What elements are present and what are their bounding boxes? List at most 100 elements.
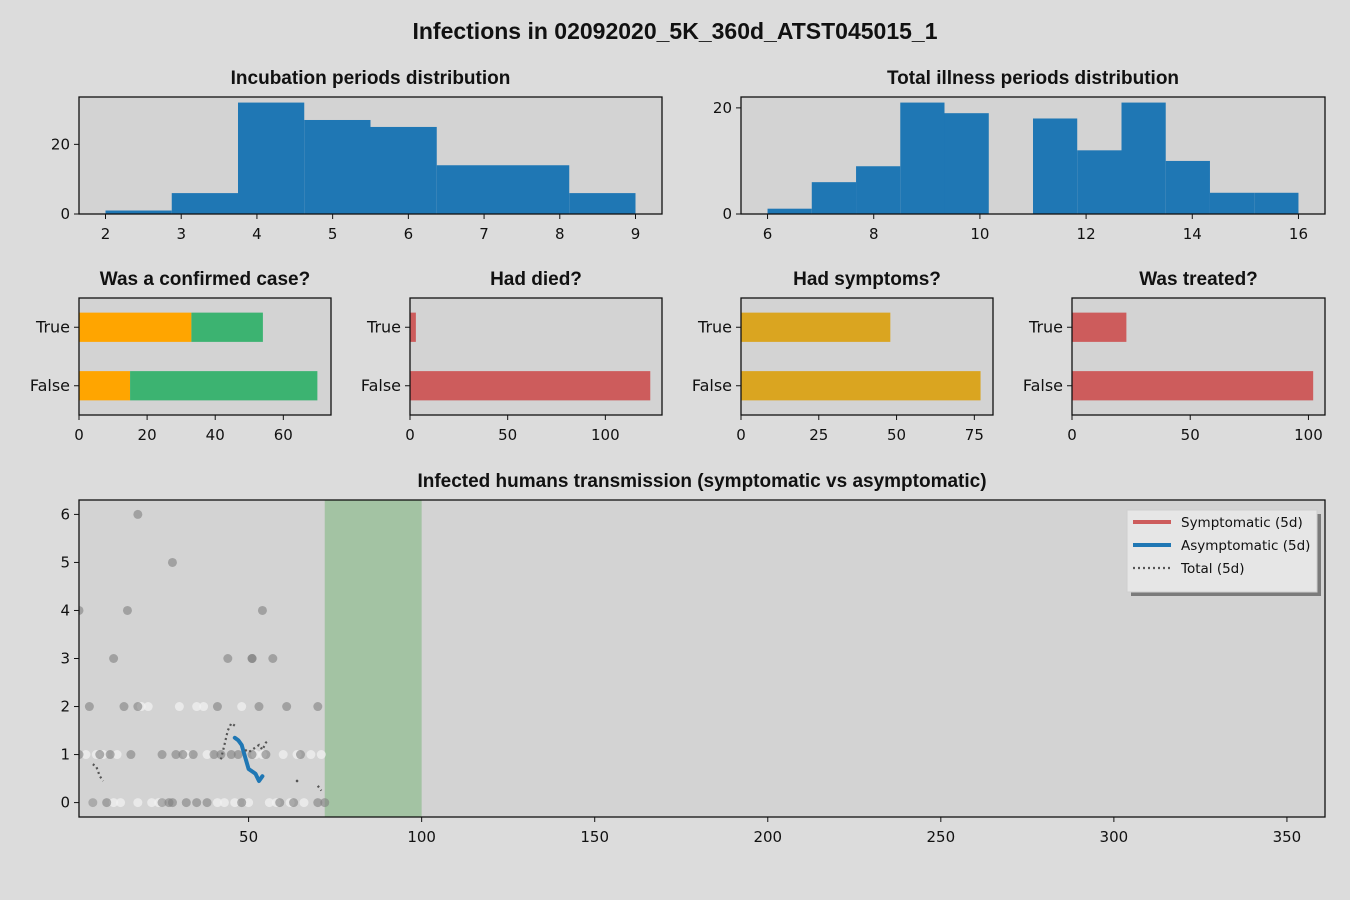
symptoms-bar-false bbox=[741, 371, 981, 401]
transmission-ytick-label: 0 bbox=[60, 794, 70, 812]
transmission-asymptomatic-point bbox=[143, 702, 153, 712]
transmission-legend: Symptomatic (5d) Asymptomatic (5d) Total (… bbox=[1126, 509, 1321, 596]
symptoms-category-label: False bbox=[692, 376, 732, 395]
illness-bar bbox=[900, 102, 945, 214]
transmission-symptomatic-point bbox=[181, 798, 191, 808]
died-bar-true bbox=[410, 312, 416, 342]
illness-bar bbox=[767, 208, 812, 214]
transmission-ytick-label: 1 bbox=[60, 746, 70, 764]
incubation-axes-frame bbox=[78, 96, 663, 215]
confirmed-title: Was a confirmed case? bbox=[100, 269, 310, 290]
transmission-symptomatic-point bbox=[289, 798, 299, 808]
transmission-symptomatic-point bbox=[102, 798, 112, 808]
illness-bar bbox=[1077, 150, 1122, 214]
transmission-symptomatic-point bbox=[226, 750, 236, 760]
died-bar-false bbox=[410, 371, 651, 401]
symptoms-xtick-label: 0 bbox=[736, 426, 746, 444]
confirmed-xtick-label: 60 bbox=[274, 426, 293, 444]
incubation-xtick-label: 5 bbox=[328, 225, 338, 243]
illness-xtick-label: 14 bbox=[1183, 225, 1202, 243]
transmission-asymptomatic-point bbox=[278, 750, 288, 760]
transmission-symptomatic-point bbox=[79, 750, 84, 760]
transmission-xtick-label: 100 bbox=[407, 828, 436, 846]
transmission-symptomatic-point bbox=[313, 702, 323, 712]
illness-bar bbox=[944, 113, 989, 214]
transmission-ytick-label: 4 bbox=[60, 601, 70, 619]
treated-xtick-label: 100 bbox=[1294, 426, 1323, 444]
incubation-ytick-label: 0 bbox=[60, 205, 70, 223]
transmission-symptomatic-point bbox=[254, 702, 264, 712]
transmission-asymptomatic-point bbox=[212, 798, 222, 808]
transmission-symptomatic-point bbox=[167, 557, 177, 567]
incubation-title: Incubation periods distribution bbox=[231, 68, 511, 89]
transmission-asymptomatic-point bbox=[219, 798, 229, 808]
transmission-symptomatic-point bbox=[122, 605, 132, 615]
transmission-asymptomatic-point bbox=[299, 798, 309, 808]
transmission-asymptomatic-point bbox=[116, 798, 126, 808]
illness-bar bbox=[1033, 118, 1078, 214]
confirmed-bar-true bbox=[79, 312, 192, 342]
treated-bar-false bbox=[1072, 371, 1314, 401]
transmission-asymptomatic-point bbox=[133, 798, 143, 808]
incubation-bar bbox=[569, 193, 636, 214]
transmission-symptomatic-point bbox=[126, 750, 136, 760]
incubation-chart: Incubation periods distribution 2 3 4 5 6 7 8 9 0… bbox=[51, 68, 663, 243]
illness-bar bbox=[1209, 192, 1255, 214]
transmission-xtick-label: 150 bbox=[580, 828, 609, 846]
legend-label-0: Symptomatic (5d) bbox=[1181, 515, 1303, 531]
confirmed-xtick-label: 20 bbox=[138, 426, 157, 444]
incubation-xtick-label: 4 bbox=[252, 225, 262, 243]
incubation-ytick-label: 20 bbox=[51, 135, 70, 153]
incubation-xtick-label: 6 bbox=[404, 225, 414, 243]
confirmed-xtick-label: 40 bbox=[206, 426, 225, 444]
transmission-symptomatic-point bbox=[216, 750, 226, 760]
transmission-symptomatic-point bbox=[157, 750, 167, 760]
incubation-xtick-label: 3 bbox=[176, 225, 186, 243]
transmission-xtick-label: 200 bbox=[753, 828, 782, 846]
transmission-symptomatic-point bbox=[209, 750, 219, 760]
illness-title: Total illness periods distribution bbox=[887, 68, 1179, 89]
transmission-asymptomatic-point bbox=[199, 702, 209, 712]
incubation-bar bbox=[370, 126, 437, 214]
transmission-symptomatic-point bbox=[133, 509, 143, 519]
confirmed-bar-false bbox=[79, 371, 131, 401]
transmission-asymptomatic-point bbox=[109, 798, 119, 808]
transmission-series-2-line bbox=[295, 779, 299, 783]
incubation-xtick-label: 2 bbox=[101, 225, 111, 243]
transmission-asymptomatic-point bbox=[306, 750, 316, 760]
legend-label-1: Asymptomatic (5d) bbox=[1181, 538, 1310, 554]
transmission-symptomatic-point bbox=[192, 798, 202, 808]
transmission-asymptomatic-point bbox=[202, 750, 212, 760]
legend-label-2: Total (5d) bbox=[1180, 561, 1245, 577]
died-xtick-label: 0 bbox=[405, 426, 415, 444]
confirmed-axes-frame bbox=[78, 297, 332, 416]
died-category-label: False bbox=[361, 376, 401, 395]
transmission-symptomatic-point bbox=[233, 750, 243, 760]
illness-xtick-label: 6 bbox=[763, 225, 773, 243]
confirmed-category-label: True bbox=[35, 317, 70, 336]
transmission-xtick-label: 350 bbox=[1273, 828, 1302, 846]
transmission-symptomatic-point bbox=[105, 750, 115, 760]
incubation-bar bbox=[171, 193, 238, 214]
illness-xtick-label: 16 bbox=[1289, 225, 1308, 243]
transmission-symptomatic-point bbox=[247, 654, 257, 663]
transmission-symptomatic-point bbox=[202, 798, 212, 808]
transmission-symptomatic-point bbox=[157, 798, 167, 808]
confirmed-chart: Was a confirmed case? True False 0 20 40 60 bbox=[30, 269, 332, 444]
illness-ytick-label: 0 bbox=[722, 205, 732, 223]
transmission-asymptomatic-point bbox=[264, 798, 274, 808]
illness-bar bbox=[1254, 192, 1299, 214]
died-xtick-label: 50 bbox=[498, 426, 517, 444]
illness-xtick-label: 8 bbox=[869, 225, 879, 243]
transmission-symptomatic-point bbox=[275, 798, 285, 808]
transmission-symptomatic-point bbox=[313, 798, 323, 808]
transmission-symptomatic-point bbox=[167, 798, 177, 808]
treated-axes-frame bbox=[1071, 297, 1326, 416]
treated-category-label: False bbox=[1023, 376, 1063, 395]
symptoms-xtick-label: 75 bbox=[965, 426, 984, 444]
symptoms-xtick-label: 25 bbox=[809, 426, 828, 444]
transmission-symptomatic-point bbox=[79, 605, 84, 615]
transmission-symptomatic-point bbox=[119, 702, 129, 712]
transmission-asymptomatic-point bbox=[147, 798, 157, 808]
